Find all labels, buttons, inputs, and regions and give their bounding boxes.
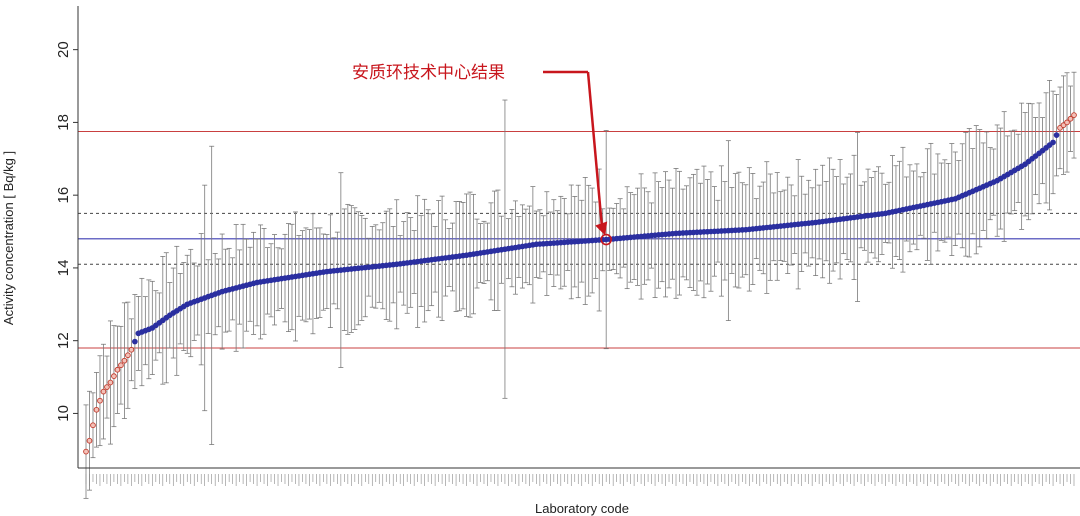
data-point-282 — [1064, 119, 1070, 126]
annotation-arrow-line — [586, 71, 604, 230]
annotation-label: 安质环技术中心结果 — [352, 63, 505, 83]
data-points — [83, 112, 1077, 455]
data-point-13 — [125, 352, 131, 359]
annotation-arrow-head — [595, 221, 608, 236]
data-point-6 — [100, 388, 107, 395]
data-point-2 — [86, 437, 93, 444]
data-point-14 — [128, 346, 135, 353]
data-point-278 — [1050, 139, 1056, 146]
axes: 10 12 14 16 18 20 — [55, 6, 1080, 469]
data-point-5 — [97, 397, 103, 404]
y-tick-label-16: 16 — [55, 187, 72, 204]
y-tick-label-18: 18 — [55, 114, 72, 131]
data-point-10 — [114, 366, 121, 373]
data-point-12 — [121, 357, 128, 364]
y-tick-label-14: 14 — [55, 260, 72, 277]
error-bars — [83, 71, 1077, 499]
data-point-279 — [1053, 132, 1060, 138]
y-tick-label-20: 20 — [55, 41, 72, 58]
highlight-marker — [600, 233, 612, 246]
data-point-284 — [1071, 112, 1077, 118]
y-axis-label: Activity concentration [ Bq/kg ] — [1, 151, 16, 325]
x-axis-label: Laboratory code — [535, 501, 629, 516]
data-point-9 — [111, 373, 117, 379]
annotation: 安质环技术中心结果 — [352, 63, 608, 236]
data-point-11 — [118, 362, 124, 369]
data-point-1 — [83, 448, 89, 455]
data-point-8 — [107, 379, 114, 386]
y-tick-label-12: 12 — [55, 332, 72, 349]
data-point-3 — [90, 422, 96, 429]
data-point-15 — [132, 338, 138, 345]
data-point-283 — [1067, 115, 1074, 122]
data-point-7 — [104, 384, 110, 390]
y-tick-label-10: 10 — [55, 405, 72, 422]
data-point-4 — [93, 406, 100, 413]
category-labels — [85, 474, 1075, 486]
